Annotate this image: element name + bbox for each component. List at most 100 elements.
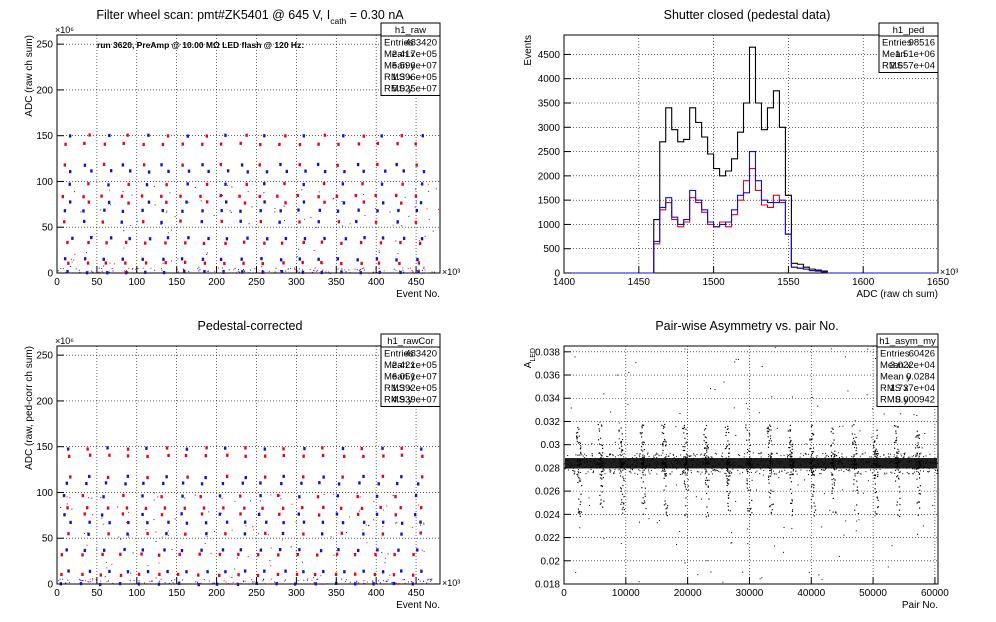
data-point bbox=[88, 569, 92, 573]
data-point bbox=[577, 442, 580, 444]
data-point bbox=[639, 453, 641, 455]
data-point bbox=[894, 467, 896, 469]
data-point bbox=[345, 579, 347, 581]
data-point bbox=[419, 531, 422, 535]
data-point bbox=[591, 452, 593, 454]
data-point bbox=[372, 582, 375, 586]
data-point bbox=[403, 579, 405, 581]
data-point bbox=[789, 477, 791, 479]
data-point bbox=[660, 454, 662, 456]
data-point bbox=[789, 442, 791, 444]
data-point bbox=[337, 220, 341, 224]
data-point bbox=[902, 457, 904, 459]
data-point bbox=[811, 460, 813, 462]
data-point bbox=[283, 181, 286, 186]
data-point bbox=[656, 473, 658, 475]
data-point bbox=[874, 453, 876, 455]
data-point bbox=[104, 261, 108, 265]
data-point bbox=[245, 182, 248, 187]
data-point bbox=[856, 472, 858, 474]
data-point bbox=[739, 473, 741, 475]
data-point bbox=[852, 457, 854, 459]
data-point bbox=[936, 472, 938, 474]
data-point bbox=[223, 580, 225, 582]
y-tick-label: 2500 bbox=[538, 147, 561, 158]
data-point bbox=[421, 549, 423, 551]
data-point bbox=[345, 580, 347, 582]
data-point bbox=[887, 453, 889, 455]
data-point bbox=[915, 468, 917, 470]
data-point bbox=[870, 465, 872, 467]
data-point bbox=[748, 462, 750, 464]
data-point bbox=[768, 456, 770, 458]
data-point bbox=[767, 453, 770, 456]
data-point bbox=[400, 201, 403, 205]
data-point bbox=[813, 515, 815, 517]
data-point bbox=[748, 439, 750, 441]
data-point bbox=[315, 272, 317, 274]
data-point bbox=[737, 359, 739, 361]
data-point bbox=[673, 454, 675, 456]
data-point bbox=[429, 580, 431, 582]
data-point bbox=[121, 163, 125, 167]
data-point bbox=[87, 532, 89, 534]
data-point bbox=[416, 257, 419, 262]
data-point bbox=[848, 468, 850, 470]
data-point bbox=[430, 579, 432, 581]
data-point bbox=[146, 532, 149, 536]
x-tick-label: 30000 bbox=[736, 588, 764, 599]
data-point bbox=[105, 271, 107, 273]
data-point bbox=[624, 461, 626, 463]
data-point bbox=[663, 463, 665, 465]
data-point bbox=[573, 470, 575, 472]
data-point bbox=[834, 479, 836, 481]
data-point bbox=[825, 455, 827, 457]
data-point bbox=[865, 460, 867, 462]
data-point bbox=[252, 582, 254, 584]
data-point bbox=[278, 547, 282, 552]
data-point bbox=[769, 437, 772, 440]
data-point bbox=[756, 470, 758, 472]
data-point bbox=[126, 474, 130, 478]
data-point bbox=[353, 553, 357, 557]
data-point bbox=[819, 461, 821, 463]
data-point bbox=[750, 471, 752, 473]
data-point bbox=[664, 440, 666, 442]
data-point bbox=[791, 460, 793, 462]
data-point bbox=[759, 578, 761, 580]
data-point bbox=[746, 439, 748, 441]
data-point bbox=[66, 240, 69, 245]
data-point bbox=[822, 453, 824, 455]
data-point bbox=[342, 225, 344, 227]
data-point bbox=[894, 447, 896, 449]
data-point bbox=[642, 481, 644, 483]
data-point bbox=[206, 252, 208, 254]
data-point bbox=[831, 462, 834, 464]
data-point bbox=[679, 463, 681, 465]
data-point bbox=[697, 574, 699, 576]
data-point bbox=[578, 472, 580, 474]
data-point bbox=[935, 469, 937, 471]
data-point bbox=[715, 465, 717, 467]
data-point bbox=[643, 456, 645, 459]
data-point bbox=[897, 469, 900, 471]
data-point bbox=[225, 520, 229, 524]
data-point bbox=[873, 441, 876, 443]
data-point bbox=[112, 270, 114, 272]
data-point bbox=[578, 510, 580, 512]
data-point bbox=[130, 572, 132, 574]
data-point bbox=[847, 390, 849, 392]
data-point bbox=[692, 458, 694, 460]
data-point bbox=[102, 272, 104, 274]
data-point bbox=[706, 462, 708, 465]
data-point bbox=[375, 494, 379, 498]
data-point bbox=[727, 425, 729, 427]
data-point bbox=[746, 461, 748, 463]
data-point bbox=[664, 426, 666, 428]
data-point bbox=[63, 209, 67, 213]
data-point bbox=[918, 493, 920, 495]
data-point bbox=[855, 530, 857, 532]
data-point bbox=[102, 548, 106, 552]
x-axis-label: Pair No. bbox=[902, 600, 938, 611]
data-point bbox=[265, 583, 267, 585]
